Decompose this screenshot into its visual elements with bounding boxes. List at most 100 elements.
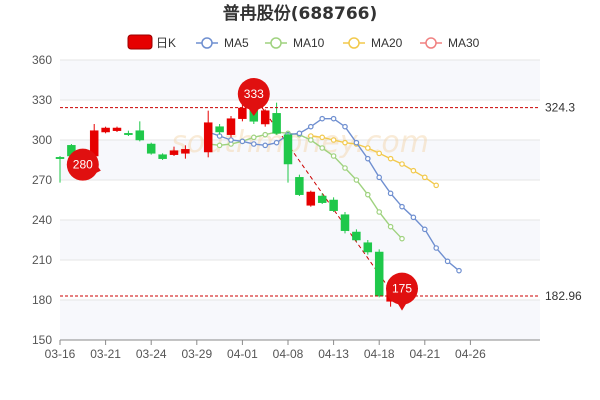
ma5-point <box>228 137 234 143</box>
legend-marker-ma10 <box>270 37 282 49</box>
legend-label: MA30 <box>448 36 480 50</box>
y-tick-label: 360 <box>32 53 52 67</box>
candle-body <box>340 214 350 231</box>
ma10-point <box>376 209 383 215</box>
candle-body <box>306 191 316 206</box>
candle <box>203 110 213 158</box>
plot-band <box>60 60 540 100</box>
candle <box>169 146 179 156</box>
ma10-point <box>387 223 394 230</box>
candle <box>317 193 327 204</box>
legend-label: MA20 <box>371 36 403 50</box>
marker-label: 280 <box>73 158 93 172</box>
ma20-point <box>387 155 394 162</box>
y-tick-label: 210 <box>32 253 52 267</box>
candle <box>55 156 65 183</box>
plot-band <box>60 140 540 180</box>
candle <box>352 229 361 242</box>
ma5-point <box>319 115 326 122</box>
candle <box>158 153 167 160</box>
ma20-point <box>364 145 371 151</box>
candle-body <box>329 199 338 211</box>
x-tick-label: 03-24 <box>136 347 167 361</box>
x-axis: 03-16 03-21 03-24 03-29 04-01 04-08 04-13 04-18… <box>45 339 540 361</box>
candle <box>146 142 156 155</box>
candle-body <box>272 113 281 134</box>
candle <box>124 130 133 136</box>
ma20-point <box>342 139 348 146</box>
reference-line-label: 324.3 <box>545 101 575 115</box>
ma5-point <box>342 123 348 130</box>
candle-body <box>169 150 179 155</box>
x-tick-label: 04-26 <box>455 347 486 361</box>
x-tick-label: 03-16 <box>45 347 76 361</box>
ma10-point <box>353 177 360 183</box>
x-tick-label: 03-29 <box>181 347 212 361</box>
x-tick-label: 03-21 <box>90 347 121 361</box>
x-tick-label: 04-21 <box>409 347 440 361</box>
x-tick-label: 04-13 <box>318 347 349 361</box>
marker-label: 175 <box>392 282 412 296</box>
ma20-point <box>410 167 417 174</box>
candle-body <box>363 242 373 253</box>
ma5-point <box>410 214 417 221</box>
marker-bubble <box>386 272 418 305</box>
ma5-point <box>387 190 394 197</box>
ma5-point <box>376 174 383 181</box>
ma10-point <box>251 134 257 141</box>
candle-body <box>238 107 247 119</box>
candle-body <box>158 154 167 159</box>
legend-label: 日K <box>156 36 176 50</box>
ma5-point <box>421 226 428 233</box>
chart-title: 普冉股份(688766) <box>223 3 378 24</box>
candle <box>226 116 236 138</box>
ma10-point <box>216 142 223 149</box>
legend-label: MA10 <box>293 36 325 50</box>
candle <box>329 197 338 212</box>
ma10-point <box>399 235 405 242</box>
price-marker: 333 <box>237 78 270 116</box>
marker-bubble <box>237 78 270 110</box>
candle-body <box>146 143 156 154</box>
candle <box>181 145 190 159</box>
y-tick-label: 300 <box>32 133 52 147</box>
x-tick-label: 04-18 <box>364 347 395 361</box>
y-tick-label: 330 <box>32 93 52 107</box>
candle-body <box>101 127 110 133</box>
candle-body <box>295 177 304 195</box>
y-axis: 150 180 210 240 270 300 330 360 <box>32 53 52 347</box>
candle <box>215 124 224 135</box>
ma10-point <box>307 137 314 143</box>
candle <box>340 212 350 234</box>
candle <box>306 190 316 207</box>
ma20-point <box>421 174 428 181</box>
candle-body <box>374 251 384 297</box>
ma10-point <box>319 145 326 151</box>
plot-bands <box>60 60 540 340</box>
ma20-point <box>433 182 440 189</box>
ma5-point <box>444 258 451 265</box>
ma5-point <box>262 142 269 149</box>
plot-band <box>60 300 540 340</box>
y-tick-label: 240 <box>32 213 52 227</box>
candle-body <box>226 118 236 135</box>
legend-marker-ma5 <box>201 37 213 49</box>
candle <box>283 132 293 183</box>
legend-marker-ma30 <box>425 37 437 49</box>
candle-body <box>352 231 361 241</box>
y-tick-label: 180 <box>32 293 52 307</box>
candle-body <box>124 133 133 135</box>
x-tick-label: 04-08 <box>273 347 304 361</box>
y-tick-label: 150 <box>32 333 52 347</box>
price-markers: 280 333 175 <box>66 78 418 311</box>
candle <box>295 174 304 196</box>
price-marker: 280 <box>66 148 101 181</box>
legend: 日K MA5 MA10 MA20 MA30 <box>127 34 480 50</box>
candle-body <box>215 126 224 133</box>
price-marker: 175 <box>386 272 418 311</box>
y-tick-label: 270 <box>32 173 52 187</box>
candle-body <box>260 110 270 125</box>
ma5-point <box>433 245 440 251</box>
legend-marker-ma20 <box>348 37 360 49</box>
ma20-point <box>376 150 383 157</box>
